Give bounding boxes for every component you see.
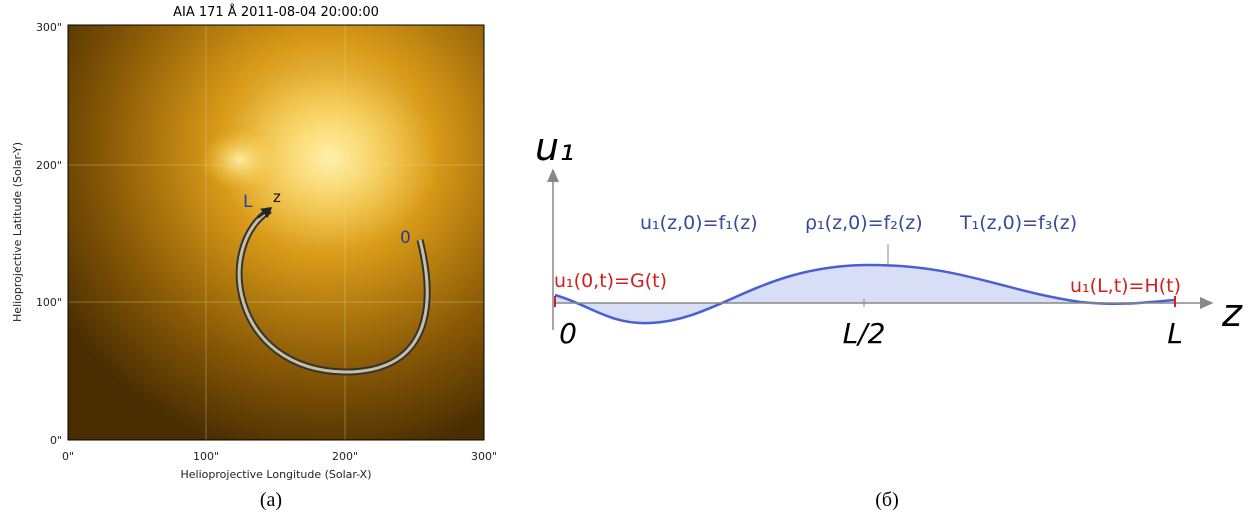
y-tick-label: 300" bbox=[36, 21, 62, 34]
panel-a: AIA 171 Å 2011-08-04 20:00:00 L z 0 0" 1… bbox=[11, 4, 497, 511]
initial-condition: ρ₁(z,0)=f₂(z) bbox=[805, 212, 923, 234]
x-axis-label: Helioprojective Longitude (Solar-X) bbox=[181, 468, 372, 481]
active-region bbox=[200, 130, 280, 190]
image-title: AIA 171 Å 2011-08-04 20:00:00 bbox=[173, 4, 379, 20]
x-mark-label: L/2 bbox=[843, 317, 886, 350]
y-tick-label: 200" bbox=[36, 159, 62, 172]
y-tick-label: 0" bbox=[50, 434, 62, 447]
initial-condition: T₁(z,0)=f₃(z) bbox=[959, 212, 1077, 234]
boundary-condition: u₁(0,t)=G(t) bbox=[554, 270, 667, 292]
x-tick-label: 300" bbox=[471, 450, 497, 463]
caption: (a) bbox=[260, 489, 282, 511]
x-axis-title: z bbox=[1221, 291, 1243, 335]
loop-label: 0 bbox=[400, 228, 411, 248]
y-axis-title: u₁ bbox=[535, 125, 574, 169]
y-tick-label: 100" bbox=[36, 296, 62, 309]
x-tick-label: 0" bbox=[62, 450, 74, 463]
boundary-condition: u₁(L,t)=H(t) bbox=[1070, 275, 1181, 297]
x-tick-label: 100" bbox=[193, 450, 219, 463]
loop-label: L bbox=[243, 192, 253, 212]
loop-label: z bbox=[273, 188, 281, 206]
x-mark-label: L bbox=[1167, 317, 1183, 350]
x-tick-label: 200" bbox=[332, 450, 358, 463]
figure: AIA 171 Å 2011-08-04 20:00:00 L z 0 0" 1… bbox=[0, 0, 1258, 517]
panel-b: u₁ z u₁(0,t)=G(t) u₁(L,t)=H(t) u₁(z,0)=f… bbox=[535, 125, 1243, 511]
y-axis-label: Helioprojective Latitude (Solar-Y) bbox=[11, 142, 24, 322]
caption: (б) bbox=[875, 489, 899, 511]
initial-condition: u₁(z,0)=f₁(z) bbox=[640, 212, 758, 234]
x-mark-label: 0 bbox=[559, 317, 577, 350]
